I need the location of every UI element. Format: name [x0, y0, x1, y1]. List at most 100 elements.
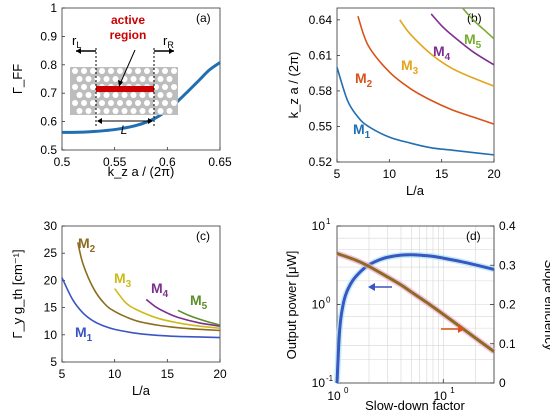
x-tick-label: 5: [59, 367, 66, 381]
air-hole: [90, 68, 96, 74]
y-tick-label: 20: [44, 273, 58, 287]
right-arrow-head: [169, 48, 174, 54]
air-hole: [162, 84, 168, 90]
air-hole: [85, 108, 92, 114]
y-tick-label-right: 0.1: [499, 337, 516, 351]
air-hole: [103, 76, 110, 82]
air-hole: [94, 76, 101, 82]
y-axis-label-left: Output power [μW]: [284, 251, 299, 360]
air-hole: [81, 84, 87, 90]
y-tick-label: 0.61: [309, 48, 333, 62]
mode-label-M1: M1: [353, 121, 371, 141]
air-hole: [130, 76, 137, 82]
air-hole: [85, 92, 92, 98]
air-hole: [139, 92, 146, 98]
panel-d: (d) 10 0 10 110 -110 010 100.10.20.30.4 Slow-d…: [284, 217, 550, 413]
air-hole: [166, 92, 173, 98]
series-line-M2: [357, 16, 495, 125]
x-axis-label: k_z a / (2π): [108, 164, 175, 179]
mode-label-M1: M1: [75, 324, 93, 344]
series-line-M4: [430, 13, 495, 66]
y-tick-label: 1: [50, 1, 57, 15]
x-axis-label: Slow-down factor: [365, 398, 465, 413]
air-hole: [130, 92, 137, 98]
air-hole: [108, 100, 114, 106]
mode-label-M5: M5: [190, 292, 208, 312]
plot-frame: [61, 7, 221, 151]
grid-lines: [337, 226, 495, 383]
x-tick-label: 15: [161, 367, 175, 381]
air-hole: [85, 76, 92, 82]
x-tick-label: 10: [383, 167, 397, 181]
y-tick-label: 10: [44, 328, 58, 342]
x-tick-exponent: 1: [450, 386, 455, 395]
left-axis-arrow-head: [368, 283, 375, 291]
air-hole: [117, 100, 123, 106]
air-hole: [121, 108, 128, 114]
air-hole: [76, 108, 83, 114]
mode-labels: M1 M2 M3 M4 M5: [75, 235, 208, 344]
mode-label-M2: M2: [78, 235, 96, 255]
series-lines: [336, 7, 495, 156]
mode-label-M4: M4: [433, 43, 451, 63]
air-hole: [135, 68, 141, 74]
x-tick-label: 10: [108, 367, 122, 381]
air-hole: [76, 92, 83, 98]
air-hole: [112, 92, 119, 98]
air-hole: [108, 68, 114, 74]
mode-labels: M1 M2 M3 M4 M5: [353, 31, 482, 141]
air-hole: [157, 76, 164, 82]
right-axis-arrow-head: [458, 325, 465, 333]
air-hole: [126, 100, 132, 106]
air-hole: [135, 100, 141, 106]
y-axis-label: Γ_y g_th [cm⁻¹]: [10, 249, 25, 338]
air-hole: [117, 68, 123, 74]
region-label: region: [110, 28, 147, 42]
active-label: active: [111, 13, 145, 27]
air-hole: [139, 76, 146, 82]
y-tick-label-right: 0.4: [499, 219, 516, 233]
mode-label-M5: M5: [464, 31, 482, 51]
x-axis-label: L/a: [406, 183, 425, 198]
tick-labels: 10 0 10 110 -110 010 100.10.20.30.4: [312, 217, 516, 403]
air-hole: [162, 68, 168, 74]
series-lines: [61, 242, 221, 339]
x-tick-label: 20: [213, 367, 227, 381]
air-hole: [81, 68, 87, 74]
air-hole: [157, 108, 164, 114]
panel-label: (a): [196, 11, 211, 25]
air-hole: [90, 100, 96, 106]
air-hole: [162, 100, 168, 106]
series-line-s0: [61, 61, 221, 134]
air-hole: [166, 108, 173, 114]
active-region-bar: [96, 86, 154, 92]
axis-indicators: [368, 283, 465, 333]
x-tick-exponent: 0: [344, 386, 349, 395]
air-hole: [103, 92, 110, 98]
series-line-left: [335, 253, 495, 384]
series-line-M3: [114, 288, 221, 330]
air-hole: [130, 108, 137, 114]
air-hole: [94, 108, 101, 114]
air-holes: [72, 68, 177, 114]
air-hole: [171, 100, 177, 106]
pointer-arrow: [119, 49, 136, 85]
series-line-M2: [77, 242, 221, 332]
panel-b: (b) 5 10 15 20 0.52 0.55 0.58 0.61 0.64 L/a k_z …: [286, 7, 501, 198]
panel-label: (c): [196, 229, 210, 243]
panel-label: (b): [467, 11, 482, 25]
series-line-right: [336, 252, 495, 353]
mode-label-M4: M4: [151, 280, 169, 300]
air-hole: [72, 68, 78, 74]
air-hole: [99, 68, 105, 74]
y-tick-label: 0.55: [309, 119, 333, 133]
air-hole: [166, 76, 173, 82]
length-arrow-right-head: [148, 118, 153, 124]
y-tick-label: 0.52: [309, 155, 333, 169]
series-line-M1: [336, 66, 495, 156]
series-line-M5: [177, 309, 221, 326]
y-tick-label: 0.5: [40, 143, 57, 157]
air-hole: [148, 92, 155, 98]
air-hole: [148, 76, 155, 82]
